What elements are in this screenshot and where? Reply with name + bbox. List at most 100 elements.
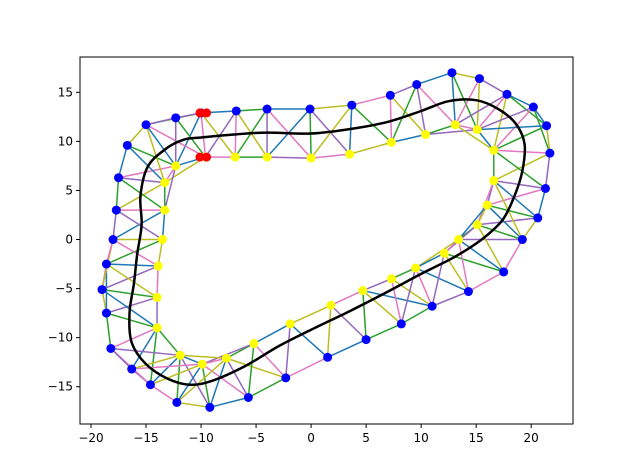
inner-point — [489, 145, 499, 155]
mesh-edge — [503, 239, 524, 273]
outer-point — [528, 102, 538, 112]
inner-point — [230, 152, 240, 162]
mesh-edge — [362, 290, 367, 340]
outer-point — [361, 335, 371, 345]
mesh-edge — [176, 357, 227, 403]
mesh-edge — [289, 304, 332, 325]
outer-point — [427, 301, 437, 311]
outer-point — [106, 343, 116, 353]
outer-point — [545, 148, 555, 158]
outer-point — [542, 121, 552, 131]
mesh-edge — [400, 267, 417, 325]
mesh-edge — [105, 263, 158, 299]
outer-point — [171, 113, 181, 123]
inner-point — [152, 292, 162, 302]
mesh-edge — [451, 72, 478, 130]
trajectory-layer — [128, 98, 527, 387]
mesh-edge — [115, 209, 163, 241]
mesh-edge — [110, 347, 181, 357]
inner-point — [262, 152, 272, 162]
mesh-edge — [486, 187, 546, 206]
start-point — [202, 152, 212, 162]
mesh-edge — [131, 354, 181, 370]
inner-point — [158, 235, 168, 245]
inner-point — [358, 286, 368, 296]
outer-point — [101, 308, 111, 318]
mesh-edge — [156, 265, 159, 298]
mesh-edge — [105, 313, 112, 349]
inner-point — [421, 130, 431, 140]
mesh-edge — [149, 327, 158, 385]
mesh-edge — [457, 204, 488, 240]
mesh-edge — [126, 144, 166, 184]
mesh-edge — [126, 124, 147, 146]
mesh-edge — [112, 209, 118, 240]
mesh-edge — [493, 106, 534, 151]
mesh-edge — [493, 152, 551, 182]
outer-point — [231, 106, 241, 116]
outer-point — [533, 213, 543, 223]
x-tick-label: −5 — [247, 431, 265, 445]
x-tick-label: 5 — [362, 431, 370, 445]
inner-point — [454, 235, 464, 245]
mesh-edge — [451, 71, 480, 80]
y-tick-label: −10 — [48, 331, 73, 345]
mesh-edge — [176, 363, 203, 403]
mesh-edge — [101, 265, 159, 291]
mesh-edge — [101, 288, 158, 299]
mesh-edge — [161, 210, 166, 240]
outer-point — [323, 352, 333, 362]
mesh-edge — [118, 176, 165, 184]
start-point — [202, 108, 212, 118]
mesh-edge — [415, 252, 445, 269]
outer-point — [243, 393, 253, 403]
mesh-edge — [454, 93, 508, 126]
mesh-edge — [145, 124, 177, 167]
inner-point — [171, 161, 181, 171]
outer-point — [305, 104, 315, 114]
outer-point — [97, 285, 107, 295]
outer-point — [474, 74, 484, 84]
mesh-edge — [106, 296, 158, 314]
mesh-edge — [362, 278, 392, 292]
mesh-edge — [311, 153, 350, 159]
outer-point — [122, 140, 132, 150]
mesh-edge — [415, 238, 459, 269]
mesh-edge — [454, 78, 481, 126]
outer-point — [412, 79, 422, 89]
mesh-edge — [150, 384, 178, 404]
mesh-edge — [326, 305, 332, 358]
mesh-edge — [479, 77, 508, 95]
inner-point — [411, 263, 421, 273]
mesh-edge — [200, 112, 207, 158]
mesh-edge — [537, 188, 547, 219]
mesh-edge — [225, 357, 250, 398]
mesh-edge — [330, 289, 364, 306]
y-axis-ticks: −15 −10 −5 0 5 10 15 — [48, 85, 80, 394]
mesh-edge — [253, 343, 287, 379]
inner-point — [472, 125, 482, 135]
mesh-edge — [506, 93, 534, 108]
mesh-edge — [247, 343, 255, 398]
mesh-edge — [309, 104, 352, 110]
outer-point — [205, 402, 215, 412]
x-tick-label: 10 — [413, 431, 428, 445]
mesh-edge — [493, 180, 539, 219]
axes-frame — [79, 56, 574, 425]
outer-point — [108, 235, 118, 245]
outer-point — [385, 90, 395, 100]
mesh-edge — [164, 165, 177, 211]
inner-point — [153, 261, 163, 271]
mesh-edge — [391, 278, 433, 307]
mesh-edge — [131, 363, 203, 370]
mesh-edge — [351, 104, 392, 143]
outer-point — [517, 235, 527, 245]
y-tick-label: 0 — [65, 233, 73, 247]
mesh-edge — [156, 327, 181, 356]
mesh-edge — [267, 156, 312, 159]
mesh-edge — [493, 149, 546, 190]
mesh-edge — [289, 323, 329, 358]
mesh-edge — [106, 263, 159, 267]
inner-point — [197, 359, 207, 369]
